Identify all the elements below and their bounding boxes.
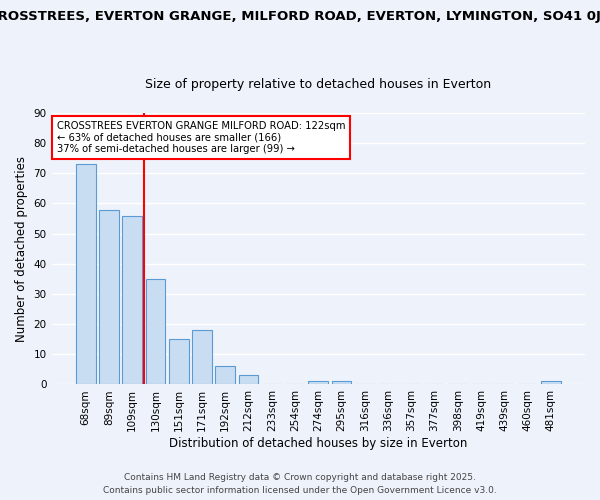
X-axis label: Distribution of detached houses by size in Everton: Distribution of detached houses by size … [169, 437, 467, 450]
Bar [332, 382, 352, 384]
Title: Size of property relative to detached houses in Everton: Size of property relative to detached ho… [145, 78, 491, 91]
Text: Contains HM Land Registry data © Crown copyright and database right 2025.
Contai: Contains HM Land Registry data © Crown c… [103, 474, 497, 495]
Bar [541, 382, 561, 384]
Bar [122, 216, 142, 384]
Bar [308, 382, 328, 384]
Text: CROSSTREES, EVERTON GRANGE, MILFORD ROAD, EVERTON, LYMINGTON, SO41 0JG: CROSSTREES, EVERTON GRANGE, MILFORD ROAD… [0, 10, 600, 23]
Bar [192, 330, 212, 384]
Bar [146, 279, 166, 384]
Bar [76, 164, 95, 384]
Bar [169, 339, 188, 384]
Bar [239, 376, 259, 384]
Bar [99, 210, 119, 384]
Y-axis label: Number of detached properties: Number of detached properties [15, 156, 28, 342]
Text: CROSSTREES EVERTON GRANGE MILFORD ROAD: 122sqm
← 63% of detached houses are smal: CROSSTREES EVERTON GRANGE MILFORD ROAD: … [57, 121, 346, 154]
Bar [215, 366, 235, 384]
